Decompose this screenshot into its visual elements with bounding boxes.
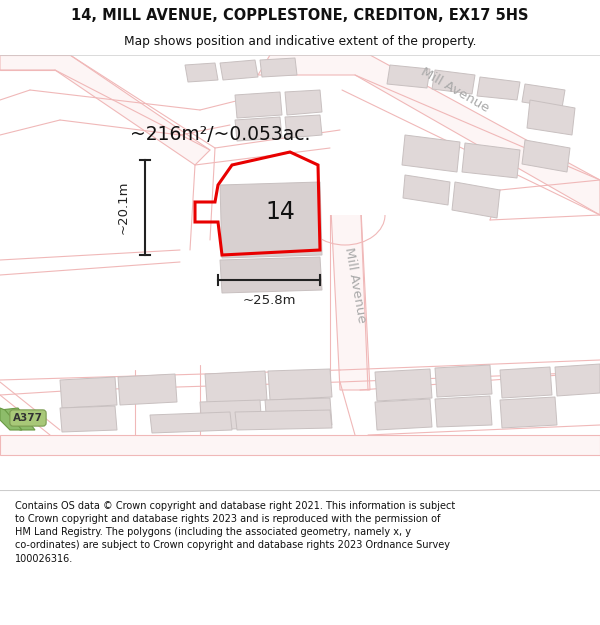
Polygon shape [375,369,432,401]
Polygon shape [0,435,600,455]
Polygon shape [435,396,492,427]
Polygon shape [260,58,297,77]
Text: ~216m²/~0.053ac.: ~216m²/~0.053ac. [130,126,310,144]
Text: Mill Avenue: Mill Avenue [419,65,491,115]
Polygon shape [522,140,570,172]
Polygon shape [555,364,600,396]
Polygon shape [0,408,35,430]
Polygon shape [220,60,258,80]
Polygon shape [265,398,332,427]
Polygon shape [118,374,177,405]
Text: ~20.1m: ~20.1m [116,181,130,234]
Polygon shape [150,412,232,433]
Polygon shape [185,63,218,82]
Text: Map shows position and indicative extent of the property.: Map shows position and indicative extent… [124,35,476,48]
Polygon shape [0,408,22,430]
Polygon shape [375,399,432,430]
Polygon shape [402,135,460,172]
Polygon shape [60,406,117,432]
Polygon shape [220,182,322,258]
Polygon shape [235,92,282,118]
Polygon shape [60,377,117,408]
Polygon shape [500,397,557,428]
Text: ~25.8m: ~25.8m [242,294,296,306]
Text: 14: 14 [265,200,295,224]
Polygon shape [387,65,430,88]
Polygon shape [527,100,575,135]
Text: A377: A377 [13,413,43,423]
Polygon shape [220,257,322,293]
Text: Mill Avenue: Mill Avenue [342,246,368,324]
Polygon shape [522,84,565,108]
Polygon shape [285,115,322,138]
Polygon shape [258,55,600,215]
Polygon shape [285,90,322,115]
Polygon shape [403,175,450,205]
Polygon shape [235,410,332,430]
Polygon shape [268,369,332,400]
Text: Contains OS data © Crown copyright and database right 2021. This information is : Contains OS data © Crown copyright and d… [15,501,455,564]
Polygon shape [305,180,385,215]
Polygon shape [435,365,492,397]
Polygon shape [0,55,210,165]
Polygon shape [330,190,370,390]
Polygon shape [500,367,552,398]
Polygon shape [462,143,520,178]
Text: 14, MILL AVENUE, COPPLESTONE, CREDITON, EX17 5HS: 14, MILL AVENUE, COPPLESTONE, CREDITON, … [71,8,529,23]
Polygon shape [432,70,475,94]
Polygon shape [477,77,520,100]
Polygon shape [452,182,500,218]
Polygon shape [200,400,262,430]
Polygon shape [205,371,267,403]
Polygon shape [235,117,282,141]
